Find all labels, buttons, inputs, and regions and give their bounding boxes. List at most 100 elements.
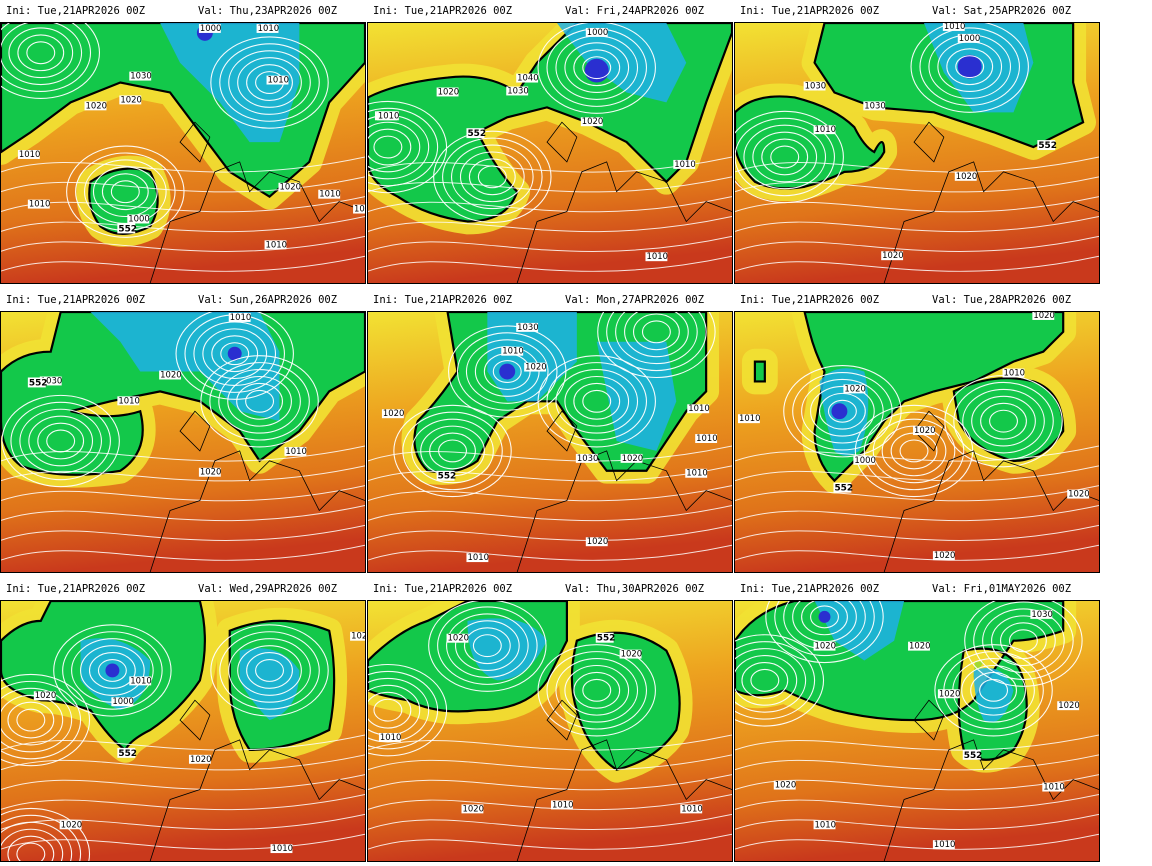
isobar-label: 1020	[446, 633, 470, 643]
isobar-label: 1020	[350, 631, 365, 641]
svg-text:1020: 1020	[939, 688, 961, 698]
isobar	[1, 23, 100, 99]
svg-text:1020: 1020	[190, 754, 212, 764]
isobar-label: 1010	[228, 312, 251, 322]
isobar-label: 1010	[17, 149, 40, 159]
deep-low-core	[227, 346, 242, 361]
isobar	[765, 601, 884, 664]
isobar	[582, 389, 612, 413]
isobar	[446, 613, 529, 678]
isobar-label: 1010	[813, 124, 836, 134]
svg-text:1010: 1010	[118, 395, 140, 405]
isobar	[368, 833, 732, 850]
svg-text:1010: 1010	[681, 803, 703, 813]
svg-text:1020: 1020	[844, 383, 866, 393]
isobar	[735, 655, 798, 706]
svg-text:1000: 1000	[112, 696, 134, 706]
isobar	[53, 624, 172, 717]
svg-text:552: 552	[1038, 141, 1057, 151]
isobar	[218, 369, 301, 434]
svg-text:1030: 1030	[1031, 609, 1053, 619]
svg-text:1020: 1020	[448, 633, 470, 643]
isobar	[246, 64, 293, 101]
deep-low-core	[105, 663, 120, 678]
isobar	[88, 652, 136, 689]
svg-text:1010: 1010	[380, 732, 402, 742]
isobar	[1, 813, 365, 830]
isobar	[438, 439, 468, 463]
isobar	[1, 833, 365, 850]
isobar	[910, 23, 1029, 113]
isobar-label: 1010	[737, 413, 760, 423]
isobar	[472, 634, 502, 658]
isobar	[368, 465, 732, 482]
map-panel-7: Ini: Tue,21APR2026 00Z Val: Wed,29APR202…	[0, 578, 366, 866]
isobar	[237, 645, 302, 696]
isobar	[735, 176, 1099, 193]
forecast-map: 1010 1000 1030 1030 1010 1020 1020 552	[734, 22, 1100, 284]
isobar	[971, 395, 1036, 447]
svg-text:1020: 1020	[909, 641, 931, 651]
valid-time: Val: Thu,30APR2026 00Z	[565, 583, 705, 595]
svg-text:1020: 1020	[462, 803, 484, 813]
svg-text:1010: 1010	[354, 204, 365, 214]
panel-header: Ini: Tue,21APR2026 00Z Val: Fri,01MAY202…	[734, 578, 1100, 600]
isobar	[97, 659, 127, 682]
isobar	[1, 774, 365, 791]
isobar	[456, 332, 558, 411]
isobar	[735, 634, 825, 727]
svg-text:1010: 1010	[130, 675, 152, 685]
svg-text:1030: 1030	[517, 322, 539, 332]
isobar	[1, 524, 365, 541]
isobar	[368, 774, 732, 791]
isobar	[368, 255, 732, 272]
svg-text:1020: 1020	[1068, 489, 1090, 499]
isobar	[735, 813, 1099, 830]
isobar	[989, 409, 1018, 433]
isobar	[750, 668, 780, 692]
isobar	[26, 41, 56, 65]
isobar	[741, 661, 789, 699]
isobar	[17, 34, 65, 72]
svg-text:1030: 1030	[577, 453, 599, 463]
svg-text:1010: 1010	[552, 799, 574, 809]
isobar	[368, 691, 412, 729]
isobar	[459, 151, 525, 203]
isobar	[10, 401, 111, 481]
isobar	[810, 385, 875, 437]
isobar	[597, 312, 716, 379]
isobar	[546, 651, 648, 730]
isobar-label: 1010	[1002, 368, 1025, 378]
panel-header: Ini: Tue,21APR2026 00Z Val: Wed,29APR202…	[0, 578, 366, 600]
isobar-label: 1010	[376, 110, 399, 120]
isobar	[368, 754, 732, 771]
isobar	[402, 411, 503, 491]
isobar	[818, 392, 866, 430]
isobar	[573, 382, 621, 420]
svg-text:1010: 1010	[688, 403, 710, 413]
deep-low-core	[957, 54, 982, 79]
isobar-label: 1010	[270, 843, 293, 853]
isobar	[211, 335, 259, 373]
isobar	[1, 807, 91, 861]
isobar-label: 1010	[695, 433, 718, 443]
panel-header: Ini: Tue,21APR2026 00Z Val: Sat,25APR202…	[734, 0, 1100, 22]
isobar-label: 1010	[942, 23, 965, 31]
isobar	[110, 180, 140, 204]
contour-552-label: 552	[1037, 140, 1057, 151]
isobar	[735, 734, 1099, 751]
isobar-label: 1030	[803, 81, 827, 91]
isobar	[735, 794, 1099, 811]
init-time: Ini: Tue,21APR2026 00Z	[6, 294, 146, 306]
svg-text:1020: 1020	[621, 649, 643, 659]
coastline	[516, 410, 732, 572]
svg-text:1030: 1030	[864, 100, 886, 110]
isobar	[564, 664, 630, 716]
isobar	[537, 355, 656, 448]
svg-text:1030: 1030	[805, 81, 827, 91]
isobar-label: 1020	[461, 803, 484, 813]
svg-text:1020: 1020	[61, 819, 83, 829]
isobar-label: 1020	[619, 649, 643, 659]
isobar	[735, 524, 1099, 541]
isobar	[62, 631, 163, 710]
